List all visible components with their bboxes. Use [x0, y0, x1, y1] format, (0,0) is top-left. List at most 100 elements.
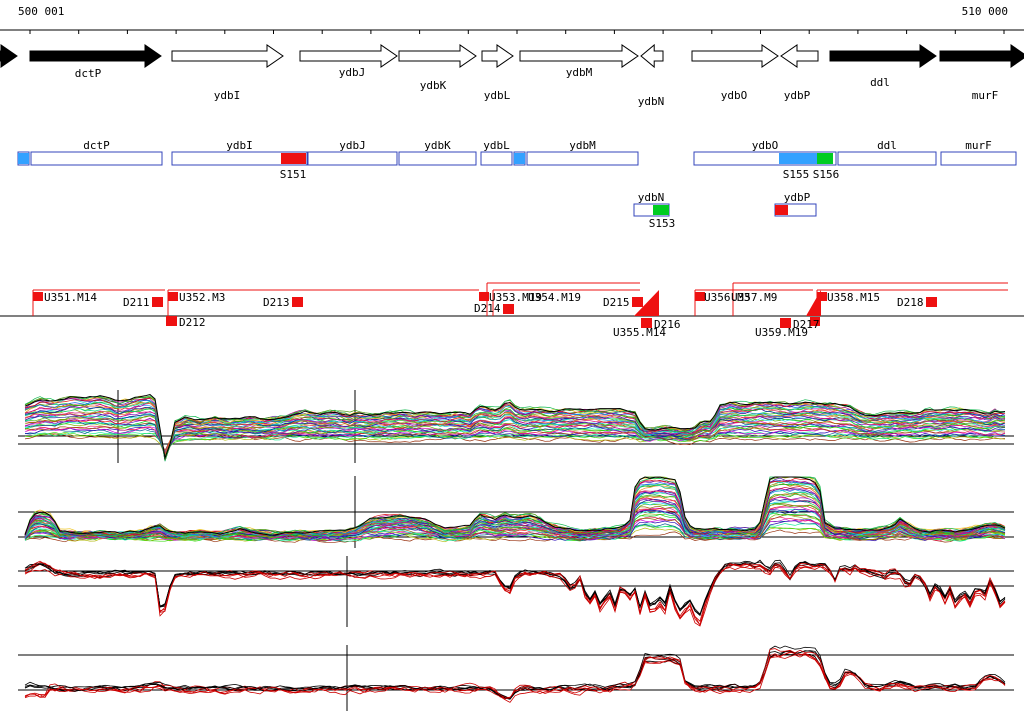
gene-box-ydbK[interactable]: [398, 151, 477, 166]
signal-trace: [24, 503, 1006, 540]
signal-trace: [24, 559, 1006, 616]
downshift-label-D214: D214: [474, 302, 501, 315]
upshift-label-U358.M15: U358.M15: [827, 291, 880, 304]
gene-arrow-ydbL[interactable]: [481, 44, 514, 68]
upshift-label-U357.M9: U357.M9: [731, 291, 777, 304]
signal-trace: [24, 563, 1006, 622]
downshift-marker-box: [641, 318, 652, 328]
signal-trace: [24, 648, 1006, 700]
downshift-marker-box: [632, 297, 643, 307]
gene-arrow-partial[interactable]: [0, 44, 18, 68]
gene-box-label-ydbK: ydbK: [424, 139, 451, 152]
upshift-label-U354.M19: U354.M19: [528, 291, 581, 304]
gene-box-segment-S155[interactable]: [779, 153, 817, 164]
gene-arrow-label-ydbM: ydbM: [566, 66, 593, 79]
gene-box-murF[interactable]: [940, 151, 1017, 166]
gene-arrow-label-ydbP: ydbP: [784, 89, 811, 102]
gene-arrow-murF[interactable]: [939, 44, 1024, 68]
signal-trace: [24, 476, 1006, 537]
signal-trace: [24, 431, 1006, 456]
segment-label-S153: S153: [649, 217, 676, 230]
downshift-label-D216: D216: [654, 318, 681, 331]
upshift-label-U356.M3: U356.M3: [704, 291, 750, 304]
gene-box-label-ydbP: ydbP: [784, 191, 811, 204]
gene-box-dctP[interactable]: [30, 151, 163, 166]
downshift-marker-box: [503, 304, 514, 314]
gene-arrow-ydbP[interactable]: [780, 44, 819, 68]
gene-box-label-dctP: dctP: [83, 139, 110, 152]
downshift-label-D218: D218: [897, 296, 924, 309]
downshift-marker-box: [152, 297, 163, 307]
gene-box-ydbM[interactable]: [526, 151, 639, 166]
downshift-marker-box: [292, 297, 303, 307]
signal-trace: [24, 430, 1006, 457]
downshift-marker-box: [166, 316, 177, 326]
gene-box-label-ydbL: ydbL: [483, 139, 510, 152]
upshift-label-U352.M3: U352.M3: [179, 291, 225, 304]
downshift-label-D217: D217: [793, 318, 820, 331]
gene-box-segment[interactable]: [775, 205, 788, 215]
gene-box-segment[interactable]: [514, 153, 525, 164]
gene-box-segment-S156[interactable]: [817, 153, 833, 164]
gene-box-label-murF: murF: [965, 139, 992, 152]
upshift-label-U359.M19: U359.M19: [755, 326, 808, 339]
gene-box-label-ydbJ: ydbJ: [339, 139, 366, 152]
gene-arrow-label-ydbK: ydbK: [420, 79, 447, 92]
gene-box-segment-S151[interactable]: [281, 153, 306, 164]
segment-label-S151: S151: [280, 168, 307, 181]
gene-box-ydbL[interactable]: [480, 151, 513, 166]
gene-arrow-ddl[interactable]: [829, 44, 937, 68]
upshift-marker-box: [810, 317, 820, 326]
signal-trace: [24, 564, 1006, 627]
expression-track-1: [18, 390, 1014, 463]
gene-box-segment[interactable]: [18, 153, 29, 164]
ruler-end-coordinate: 510 000: [961, 5, 1008, 18]
signal-trace: [24, 406, 1006, 457]
gene-arrow-label-ydbI: ydbI: [214, 89, 241, 102]
expression-track-4: [18, 645, 1014, 711]
gene-box-label-ydbO: ydbO: [752, 139, 779, 152]
expression-track-2: [18, 476, 1014, 548]
gene-arrow-ydbI[interactable]: [171, 44, 284, 68]
segment-label-S155: S155: [783, 168, 810, 181]
downshift-label-D215: D215: [603, 296, 630, 309]
gene-arrow-label-ddl: ddl: [870, 76, 890, 89]
gene-box-segment-S153[interactable]: [653, 205, 669, 215]
gene-box-ddl[interactable]: [837, 151, 937, 166]
gene-arrow-ydbN[interactable]: [640, 43, 664, 69]
gene-arrow-ydbO[interactable]: [691, 44, 779, 68]
downshift-marker-box: [780, 318, 791, 328]
gene-arrow-label-dctP: dctP: [75, 67, 102, 80]
signal-trace: [24, 419, 1006, 460]
downshift-label-D212: D212: [179, 316, 206, 329]
gene-arrow-ydbJ[interactable]: [299, 44, 398, 68]
downshift-label-D213: D213: [263, 296, 290, 309]
signal-trace: [24, 562, 1006, 626]
signal-trace: [24, 645, 1006, 700]
segment-label-S156: S156: [813, 168, 840, 181]
downshift-marker-box: [926, 297, 937, 307]
gene-box-label-ydbM: ydbM: [569, 139, 596, 152]
upshift-label-U353.M19: U353.M19: [489, 291, 542, 304]
signal-trace: [24, 395, 1006, 460]
gene-arrow-label-murF: murF: [972, 89, 999, 102]
signal-envelope: [24, 476, 1006, 536]
gene-box-label-ydbN: ydbN: [638, 191, 665, 204]
upshift-marker-box: [33, 292, 43, 301]
upshift-label-U351.M14: U351.M14: [44, 291, 97, 304]
gene-arrow-label-ydbN: ydbN: [638, 95, 665, 108]
gene-box-ydbJ[interactable]: [307, 151, 398, 166]
gene-arrow-ydbM[interactable]: [519, 44, 639, 68]
signal-envelope: [24, 393, 1006, 460]
downshift-label-D211: D211: [123, 296, 150, 309]
signal-trace: [24, 397, 1006, 461]
ruler-start-coordinate: 500 001: [18, 5, 65, 18]
upshift-marker-box: [817, 292, 827, 301]
signal-trace: [24, 482, 1006, 537]
gene-box-label-ddl: ddl: [877, 139, 897, 152]
gene-box-ydbI[interactable]: [171, 151, 308, 166]
gene-arrow-dctP[interactable]: [29, 44, 162, 68]
signal-trace: [24, 425, 1006, 455]
gene-arrow-ydbK[interactable]: [398, 44, 477, 68]
